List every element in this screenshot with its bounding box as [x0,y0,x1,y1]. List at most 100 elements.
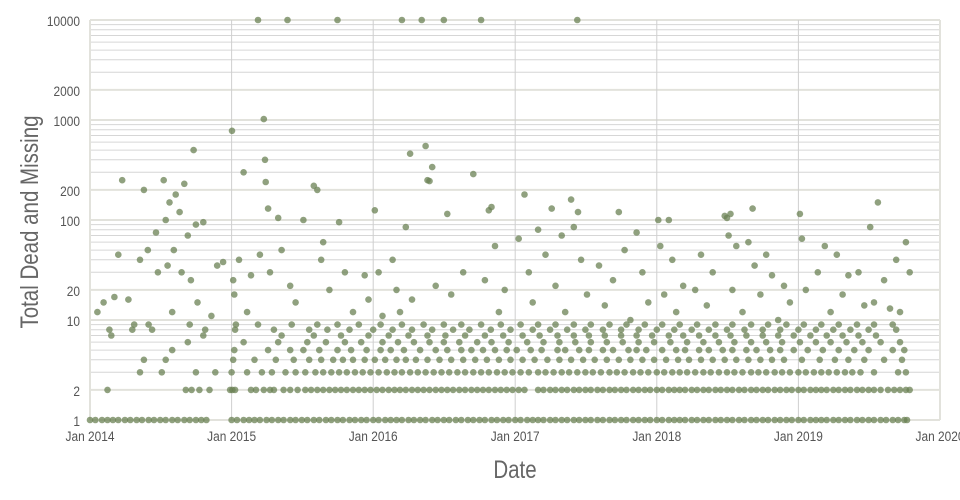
data-point [783,386,790,394]
data-point [637,369,644,376]
data-point [625,346,632,354]
data-point [795,369,802,376]
data-point [228,369,235,376]
data-point [501,286,509,294]
data-point [402,356,410,364]
data-point [371,356,379,364]
data-point [194,299,201,306]
data-point [349,308,357,316]
data-point [307,386,315,394]
data-point [206,386,213,394]
data-point [426,386,433,394]
data-point [783,321,790,328]
data-point [841,386,849,394]
data-point [389,256,396,264]
data-point [529,326,536,334]
data-point [268,416,276,424]
data-point [831,356,839,364]
data-point [709,356,716,364]
data-point [599,346,607,354]
data-point [877,386,884,394]
data-point [739,308,746,316]
data-point [247,272,255,279]
data-point [544,356,551,364]
data-point [683,369,691,376]
data-point [314,321,321,328]
data-point [284,16,291,24]
data-point [521,191,528,198]
data-point [853,416,861,424]
data-point [685,356,693,364]
data-point [456,386,463,394]
data-point [363,346,370,354]
data-point [570,321,578,328]
data-point [170,246,178,254]
data-point [835,346,842,354]
data-point [845,272,852,279]
data-point [288,321,296,328]
data-point [534,416,542,424]
data-point [729,286,736,294]
data-point [104,416,111,424]
data-point [819,346,827,354]
data-point [485,386,493,394]
data-point [240,169,247,176]
data-point [577,256,585,264]
data-point [461,369,469,376]
data-point [192,369,200,376]
data-point [286,282,294,290]
data-point [109,416,117,424]
data-point [375,416,382,424]
data-point [212,369,219,376]
y-tick-label: 10000 [47,13,80,29]
data-point [361,386,369,394]
data-point [886,305,894,312]
data-point [414,369,422,376]
data-point [641,386,649,394]
data-point [373,386,381,394]
data-point [154,269,162,276]
data-point [136,369,144,376]
y-tick-label: 1000 [54,113,80,129]
data-point [733,242,740,250]
data-point [717,416,725,424]
data-point [172,191,179,198]
data-point [184,232,192,239]
data-point [615,208,623,216]
data-point [629,369,637,376]
data-point [660,369,668,376]
data-point [739,369,746,376]
data-point [780,356,788,364]
data-point [609,346,617,354]
data-point [621,369,628,376]
data-point [396,386,404,394]
data-point [488,338,495,346]
data-point [424,356,431,364]
data-point [523,338,531,346]
data-point [422,416,429,424]
data-point [753,386,760,394]
data-point [491,386,499,394]
data-point [812,416,820,424]
data-point [186,321,193,328]
data-point [186,416,193,424]
data-point [519,356,526,364]
data-point [487,326,495,334]
data-point [563,326,571,334]
data-point [305,356,313,364]
data-point [196,386,203,394]
data-point [877,338,884,346]
data-point [669,256,676,264]
data-point [408,386,416,394]
data-point [393,416,400,424]
data-point [240,416,247,424]
data-point [691,369,699,376]
data-point [426,177,433,185]
data-point [597,369,605,376]
data-point [282,369,289,376]
data-point [778,338,786,346]
data-point [795,326,802,334]
data-point [501,369,509,376]
data-point [264,205,272,212]
data-point [393,286,400,294]
